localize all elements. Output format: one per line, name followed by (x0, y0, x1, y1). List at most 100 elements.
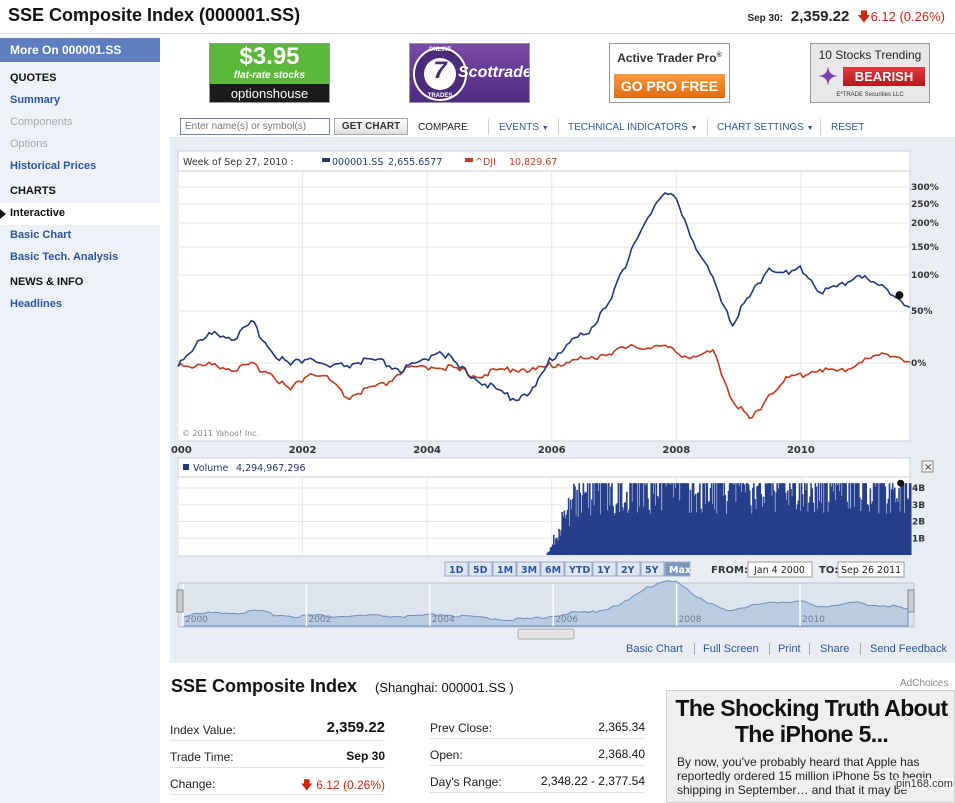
adchoices-link[interactable]: AdChoices (900, 678, 949, 689)
volume-bar (689, 489, 692, 555)
volume-bar (613, 515, 615, 555)
volume-bar (604, 483, 607, 555)
toolbar-divider (488, 119, 489, 135)
ad-scottrade[interactable]: 7 ONLINE TRADES Scottrade (409, 43, 530, 103)
sidebar-item-summary[interactable]: Summary (10, 94, 61, 106)
volume-bar (745, 483, 748, 555)
volume-bar (801, 494, 804, 555)
volume-bar (739, 483, 741, 555)
volume-bar (871, 501, 874, 555)
basic-chart-link[interactable]: Basic Chart (626, 643, 683, 655)
y-tick-label: 50% (911, 307, 933, 317)
volume-bar (547, 551, 550, 555)
volume-bar (690, 512, 693, 555)
volume-bar (752, 487, 754, 555)
volume-bar (559, 535, 561, 555)
volume-bar (634, 483, 637, 555)
range-label: 2Y (621, 565, 635, 576)
volume-bar (827, 511, 829, 555)
volume-bar (732, 483, 734, 555)
ad-optionshouse[interactable]: $3.95 flat-rate stocks optionshouse (209, 43, 330, 103)
volume-bar (891, 483, 894, 555)
volume-bar (846, 501, 848, 555)
ad-scottrade-ring: ONLINE (428, 47, 452, 53)
volume-bar (835, 483, 838, 555)
sidebar-item-interactive[interactable]: Interactive (0, 203, 160, 225)
volume-bar (693, 495, 696, 555)
range-button-6m (540, 561, 565, 577)
sidebar-item-headlines[interactable]: Headlines (10, 298, 62, 310)
volume-bar (593, 505, 595, 555)
range-label: 6M (545, 565, 561, 576)
ad-scottrade-brand: Scottrade (458, 64, 530, 81)
sidebar-item-basic-tech-analysis[interactable]: Basic Tech. Analysis (10, 251, 119, 263)
from-label: FROM: (711, 565, 748, 576)
quote-value: 2,368.40 (598, 747, 645, 761)
share-link[interactable]: Share (820, 643, 850, 655)
range-label: 1D (449, 565, 464, 576)
volume-bar (724, 495, 727, 555)
events-menu[interactable]: EVENTS ▼ (499, 122, 549, 133)
volume-bar (763, 503, 766, 555)
volume-bar (817, 483, 820, 555)
chart-settings-menu[interactable]: CHART SETTINGS ▼ (717, 122, 814, 133)
print-link[interactable]: Print (778, 643, 801, 655)
volume-bar (669, 484, 672, 555)
volume-bar (859, 497, 861, 555)
caret-down-icon: ▼ (541, 125, 549, 132)
to-date-input[interactable] (837, 561, 905, 578)
full-screen-link[interactable]: Full Screen (703, 643, 759, 655)
get-chart-button[interactable]: GET CHART (334, 118, 408, 135)
ad-activetrader[interactable]: Active Trader Pro® GO PRO FREE (609, 43, 730, 103)
chart-canvas[interactable]: 300%250%200%150%100%50%0% 20002002200420… (170, 138, 955, 643)
navigator-right-handle[interactable] (907, 589, 915, 613)
sidebar-item-basic-chart[interactable]: Basic Chart (10, 229, 72, 241)
interactive-chart: 300%250%200%150%100%50%0% 20002002200420… (170, 138, 955, 663)
volume-bar (567, 498, 570, 555)
chart-toolbar: GET CHART COMPARE EVENTS ▼ TECHNICAL IND… (170, 116, 955, 138)
volume-bar (566, 509, 569, 555)
volume-bar (849, 508, 852, 555)
reset-button[interactable]: RESET (831, 122, 865, 133)
volume-bar (691, 483, 694, 555)
symbol-input[interactable] (180, 118, 330, 135)
volume-bar (687, 483, 690, 555)
sidebar-item-historical-prices[interactable]: Historical Prices (10, 160, 97, 172)
navigator-left-handle[interactable] (176, 589, 184, 613)
volume-bar (840, 483, 842, 555)
ad-etrade[interactable]: 10 Stocks Trending ✦ BEARISH E*TRADE Sec… (810, 43, 930, 103)
compare-button[interactable]: COMPARE (418, 122, 468, 133)
close-volume-button[interactable]: × (921, 460, 934, 473)
sidebar-header[interactable]: More On 000001.SS (0, 38, 160, 62)
volume-bar (706, 483, 709, 555)
volume-bar (804, 483, 806, 555)
navigator-scroll-thumb[interactable] (517, 628, 575, 640)
send-feedback-link[interactable]: Send Feedback (870, 643, 948, 655)
volume-bar (792, 483, 794, 555)
volume-bar (845, 483, 847, 555)
volume-bar (627, 512, 629, 555)
quote-row: Index Value: 2,359.22 (170, 714, 385, 741)
ad-scottrade-ring2: TRADES (427, 93, 453, 99)
volume-bar (820, 503, 823, 555)
volume-bar (617, 483, 620, 555)
volume-bar (704, 504, 706, 555)
technical-indicators-menu[interactable]: TECHNICAL INDICATORS ▼ (568, 122, 698, 133)
ad-activetrader-reg: ® (716, 52, 722, 59)
ad-optionshouse-price: $3.95 (239, 43, 300, 70)
volume-bar (657, 497, 660, 555)
volume-bar (748, 490, 751, 555)
volume-bar (568, 526, 571, 555)
volume-bar (683, 483, 685, 555)
sidebar-section-news: NEWS & INFO (10, 276, 84, 288)
volume-bar (679, 500, 681, 555)
volume-bar (780, 483, 783, 555)
volume-bar (640, 483, 643, 555)
volume-bar (791, 496, 793, 555)
volume-bar (658, 483, 661, 555)
volume-bar (637, 483, 640, 555)
from-date-input[interactable] (747, 561, 813, 578)
volume-bar (558, 528, 560, 555)
volume-bar (594, 483, 596, 555)
quote-label: Change: (170, 777, 216, 791)
